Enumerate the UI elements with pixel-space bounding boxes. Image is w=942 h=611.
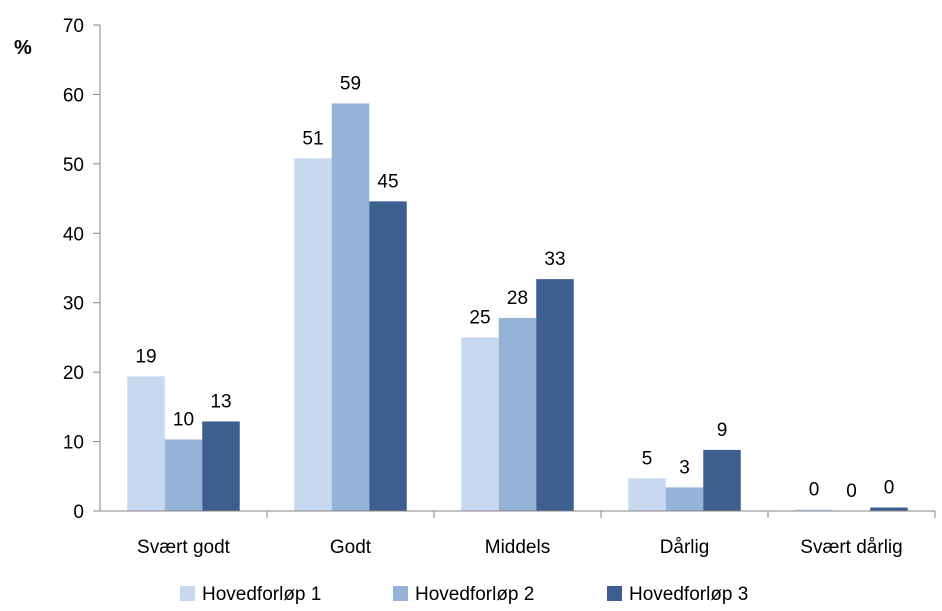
y-tick-label: 0 [73, 502, 84, 523]
data-labels: 19 10 13 51 59 45 25 28 33 5 3 9 0 0 0 [135, 73, 894, 502]
legend-label-1: Hovedforløp 1 [202, 584, 321, 605]
bar-3-1 [202, 421, 240, 511]
bar-3-4 [703, 449, 741, 511]
bar-2-1 [164, 439, 203, 511]
bar-1-4 [628, 478, 666, 511]
legend-swatch-2 [393, 586, 408, 601]
y-tick-label: 60 [63, 85, 84, 106]
data-label: 13 [210, 391, 231, 412]
data-label: 33 [544, 249, 565, 270]
bar-1-2 [294, 158, 332, 511]
bar-1-5 [795, 509, 833, 511]
bar-1-3 [461, 337, 499, 511]
legend: Hovedforløp 1 Hovedforløp 2 Hovedforløp 3 [180, 584, 748, 605]
x-category-label: Svært godt [137, 537, 231, 558]
data-label: 0 [809, 480, 820, 501]
data-label: 0 [846, 481, 857, 502]
bar-3-2 [369, 201, 407, 511]
x-axis-ticks: Svært godt Godt Middels Dårlig Svært dårlig [137, 511, 936, 558]
legend-swatch-1 [180, 586, 195, 601]
bar-2-2 [331, 103, 370, 511]
x-category-label: Svært dårlig [800, 537, 902, 558]
y-tick-label: 20 [63, 363, 84, 384]
y-tick-label: 50 [63, 155, 84, 176]
data-label: 19 [135, 346, 156, 367]
x-category-label: Godt [330, 537, 372, 558]
bar-2-3 [498, 317, 537, 511]
data-label: 51 [302, 128, 323, 149]
data-label: 10 [173, 409, 194, 430]
legend-label-3: Hovedforløp 3 [629, 584, 748, 605]
data-label: 0 [884, 478, 895, 499]
y-tick-label: 40 [63, 224, 84, 245]
data-label: 25 [469, 307, 490, 328]
data-label: 3 [679, 457, 690, 478]
data-label: 5 [642, 448, 653, 469]
legend-swatch-3 [607, 586, 622, 601]
y-tick-label: 30 [63, 294, 84, 315]
bars [127, 103, 908, 511]
data-label: 45 [377, 171, 398, 192]
y-tick-label: 10 [63, 433, 84, 454]
legend-label-2: Hovedforløp 2 [415, 584, 534, 605]
data-label: 9 [717, 420, 728, 441]
x-category-label: Dårlig [660, 537, 710, 558]
bar-2-4 [665, 487, 704, 511]
y-tick-label: 70 [63, 16, 84, 37]
bar-3-3 [536, 279, 574, 511]
data-label: 59 [340, 73, 361, 94]
bar-1-1 [127, 376, 165, 511]
x-category-label: Middels [485, 537, 550, 558]
y-axis-ticks: 0 10 20 30 40 50 60 70 [63, 16, 100, 523]
y-axis-unit-label: % [14, 37, 32, 59]
bar-3-5 [870, 507, 908, 511]
data-label: 28 [507, 288, 528, 309]
